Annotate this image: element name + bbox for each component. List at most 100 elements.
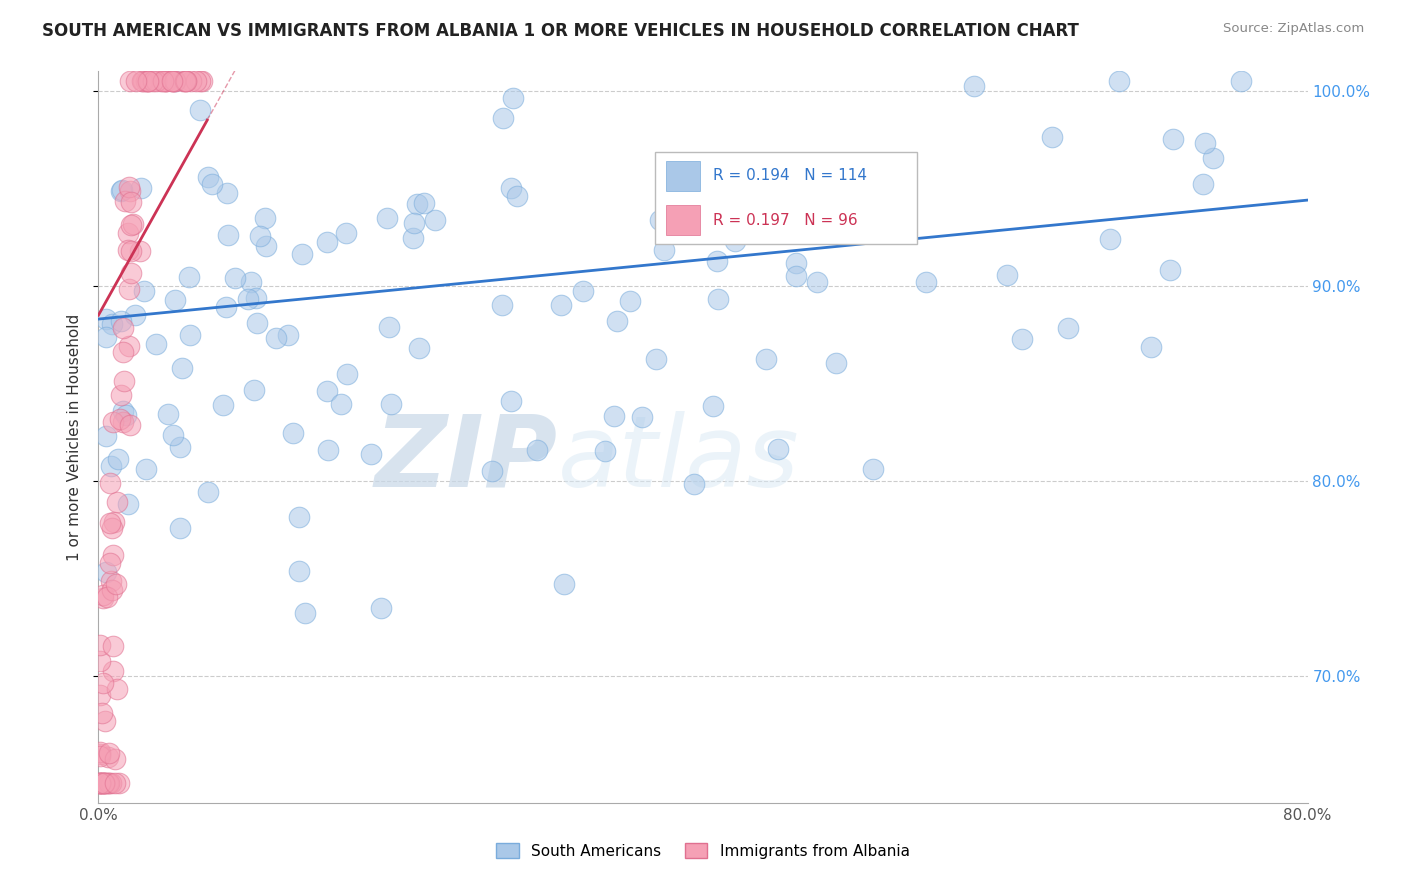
Point (724, 234, 747, 248)
Point (197, 485, 219, 500)
Point (163, 293, 186, 308)
Point (240, 275, 263, 289)
Point (606, 314, 628, 328)
Point (138, 74, 160, 88)
Point (136, 74, 159, 88)
Point (245, 291, 267, 305)
Point (131, 180, 153, 194)
Point (423, 212, 446, 227)
Point (135, 74, 157, 88)
Point (360, 447, 382, 461)
Point (180, 74, 202, 88)
Point (105, 495, 128, 509)
Point (110, 184, 132, 198)
Point (754, 352, 776, 367)
Bar (665, 161, 700, 191)
Point (98, 475, 121, 490)
Point (188, 103, 211, 117)
Point (405, 197, 427, 211)
Point (125, 74, 148, 88)
Point (132, 74, 155, 88)
Point (90, 776, 112, 790)
Point (915, 275, 938, 289)
Point (89, 776, 111, 790)
Point (172, 361, 194, 376)
Point (593, 444, 616, 458)
Point (120, 244, 142, 259)
Text: SOUTH AMERICAN VS IMMIGRANTS FROM ALBANIA 1 OR MORE VEHICLES IN HOUSEHOLD CORREL: SOUTH AMERICAN VS IMMIGRANTS FROM ALBANI… (42, 22, 1078, 40)
Point (291, 247, 314, 261)
Point (184, 74, 207, 88)
Point (995, 268, 1018, 282)
Point (117, 243, 139, 257)
Point (163, 74, 186, 88)
Point (107, 452, 129, 467)
Point (370, 600, 392, 615)
Point (101, 317, 124, 331)
Point (246, 316, 269, 330)
Point (89, 747, 111, 762)
Point (108, 412, 131, 426)
Point (98, 746, 121, 760)
Point (122, 217, 145, 231)
Point (134, 284, 156, 298)
Point (375, 211, 398, 225)
Point (91, 776, 114, 790)
Point (288, 565, 311, 579)
Point (253, 211, 276, 225)
Point (91, 588, 114, 602)
Point (236, 293, 259, 307)
Point (98, 556, 121, 570)
Point (1108, 74, 1130, 88)
Point (1194, 136, 1216, 150)
Point (93, 776, 115, 790)
Point (91, 776, 114, 790)
Point (294, 607, 316, 621)
Point (111, 404, 134, 418)
Point (131, 74, 153, 88)
Point (104, 752, 127, 766)
Point (862, 462, 884, 476)
Point (277, 327, 299, 342)
Point (153, 74, 176, 88)
Point (101, 416, 124, 430)
Point (377, 320, 399, 334)
Point (785, 256, 807, 270)
Point (105, 681, 128, 696)
Point (174, 74, 197, 88)
Point (197, 169, 219, 184)
Point (963, 78, 986, 93)
Point (112, 321, 135, 335)
Point (101, 582, 124, 597)
Point (683, 477, 706, 491)
Point (101, 639, 124, 653)
Point (120, 184, 142, 198)
Point (93, 776, 115, 790)
Point (408, 341, 430, 355)
Point (499, 180, 522, 194)
Point (648, 213, 671, 227)
Point (94, 565, 117, 579)
Point (163, 74, 186, 88)
Point (96, 590, 118, 604)
Point (90, 706, 112, 721)
Point (91, 676, 114, 690)
Point (211, 398, 233, 412)
Point (89, 776, 111, 790)
Point (215, 186, 238, 200)
Point (172, 74, 194, 88)
Text: ZIP: ZIP (375, 410, 558, 508)
Point (1230, 74, 1253, 88)
Point (188, 74, 211, 88)
Point (142, 74, 165, 88)
Point (572, 284, 595, 298)
Point (117, 497, 139, 511)
Point (121, 218, 143, 232)
Point (89, 688, 111, 702)
Point (94, 311, 117, 326)
Point (190, 74, 212, 88)
Point (335, 226, 357, 240)
Point (155, 74, 177, 88)
Point (1140, 340, 1163, 354)
Point (264, 330, 287, 344)
